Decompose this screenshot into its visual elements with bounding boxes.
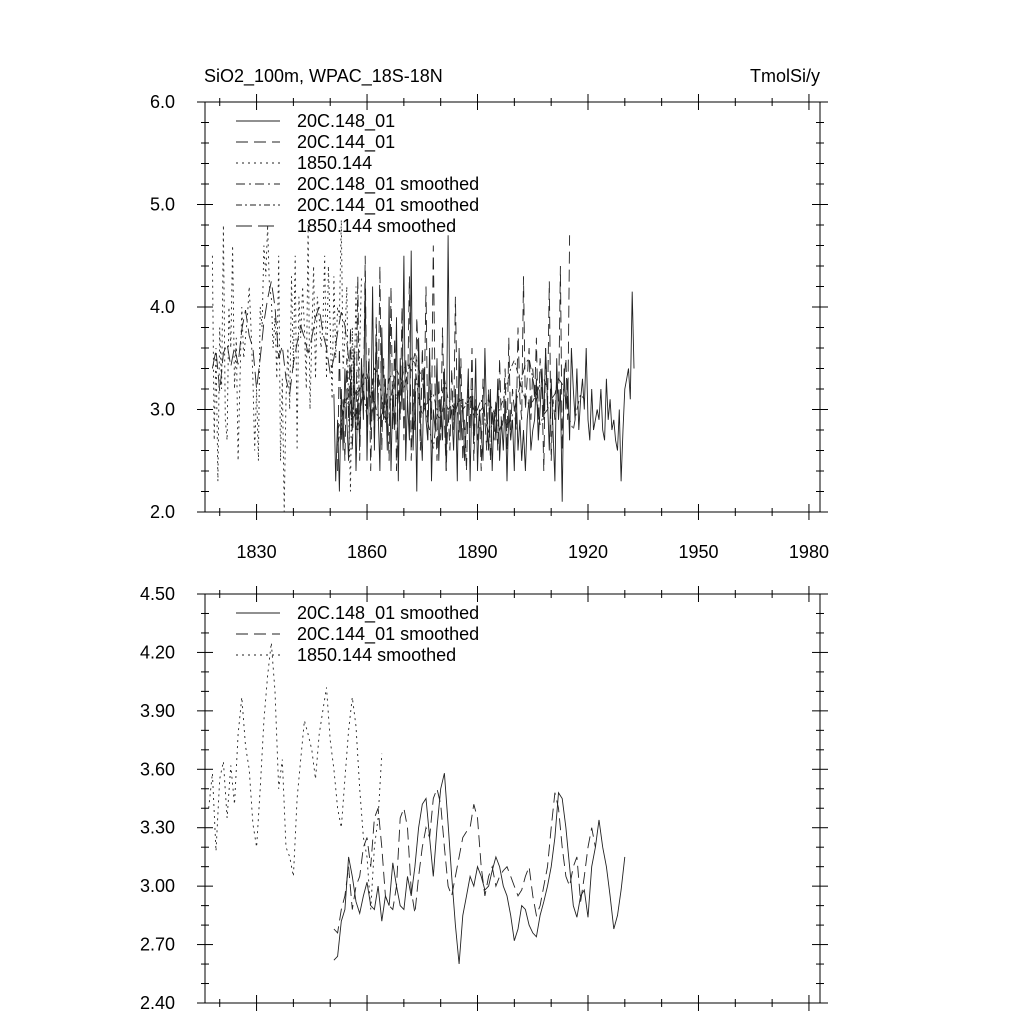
series-line-2 (337, 235, 571, 472)
y-tick-label: 2.70 (140, 935, 175, 955)
series-line-6 (211, 281, 364, 396)
legend-label: 1850.144 smoothed (297, 645, 456, 665)
top-panel: SiO2_100m, WPAC_18S-18N TmolSi/y 2.0 3.0 4… (150, 66, 829, 562)
y-tick-label: 4.20 (140, 642, 175, 662)
top-panel-title: SiO2_100m, WPAC_18S-18N (204, 66, 443, 87)
legend-label: 1850.144 smoothed (297, 216, 456, 236)
x-tick-label: 1830 (237, 542, 277, 562)
legend-label: 20C.144_01 smoothed (297, 195, 479, 216)
y-tick-label: 3.0 (150, 400, 175, 420)
x-tick-label: 1920 (568, 542, 608, 562)
series-line-1 (333, 773, 626, 965)
y-tick-label: 3.00 (140, 876, 175, 896)
series-line-5 (337, 357, 548, 431)
y-tick-label: 2.0 (150, 502, 175, 522)
legend-label: 1850.144 (297, 153, 372, 173)
bottom-panel-series (208, 642, 626, 965)
top-panel-series (211, 219, 635, 512)
series-line-3 (208, 642, 383, 910)
legend-label: 20C.148_01 (297, 111, 395, 132)
bottom-panel: 2.40 2.70 3.00 3.30 3.60 3.90 4.20 4.50 20C.148… (140, 584, 828, 1013)
legend-label: 20C.144_01 (297, 132, 395, 153)
y-tick-label: 2.40 (140, 993, 175, 1013)
y-tick-label: 4.0 (150, 297, 175, 317)
series-line-3 (211, 219, 362, 512)
series-line-2 (333, 787, 596, 934)
bottom-panel-axes: 2.40 2.70 3.00 3.30 3.60 3.90 4.20 4.50 (140, 584, 828, 1013)
x-tick-label: 1950 (678, 542, 718, 562)
x-tick-label: 1980 (789, 542, 829, 562)
y-tick-label: 6.0 (150, 92, 175, 112)
legend-label: 20C.148_01 smoothed (297, 603, 479, 624)
x-tick-label: 1890 (457, 542, 497, 562)
y-tick-label: 5.0 (150, 195, 175, 215)
series-line-4 (337, 352, 585, 449)
y-tick-label: 3.90 (140, 701, 175, 721)
x-tick-label: 1860 (347, 542, 387, 562)
legend-label: 20C.144_01 smoothed (297, 624, 479, 645)
y-tick-label: 4.50 (140, 584, 175, 604)
y-tick-label: 3.60 (140, 759, 175, 779)
y-tick-label: 3.30 (140, 818, 175, 838)
top-panel-axes: 2.0 3.0 4.0 5.0 6.0 1830 1860 1890 1920 1950 1980 (150, 92, 829, 562)
legend-label: 20C.148_01 smoothed (297, 174, 479, 195)
top-panel-units: TmolSi/y (750, 66, 820, 86)
plot-frame (204, 593, 821, 1004)
